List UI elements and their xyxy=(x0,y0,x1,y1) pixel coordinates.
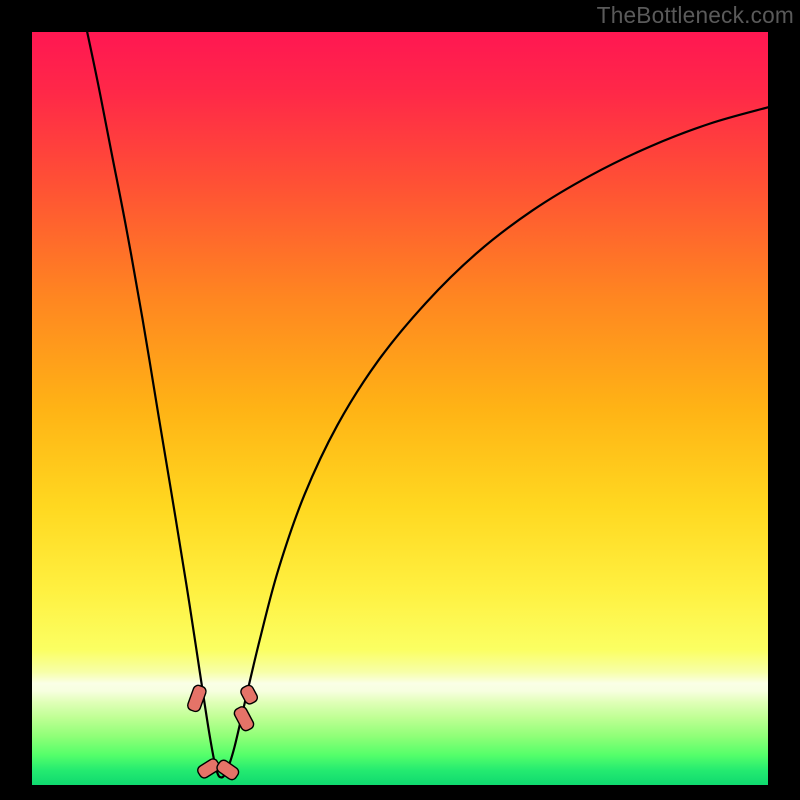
bottleneck-curve-chart xyxy=(0,0,800,800)
watermark-text: TheBottleneck.com xyxy=(597,2,794,29)
plot-gradient-background xyxy=(32,32,768,785)
chart-container: TheBottleneck.com xyxy=(0,0,800,800)
